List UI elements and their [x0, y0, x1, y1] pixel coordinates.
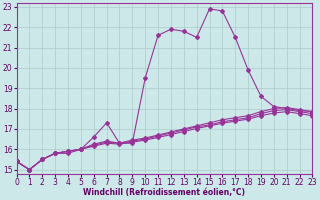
X-axis label: Windchill (Refroidissement éolien,°C): Windchill (Refroidissement éolien,°C): [84, 188, 245, 197]
